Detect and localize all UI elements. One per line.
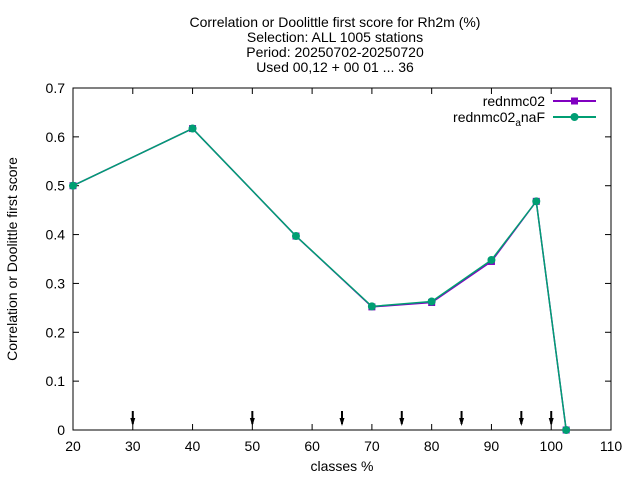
plot-frame xyxy=(72,87,612,431)
class-arrows xyxy=(130,411,554,426)
chart-title: Correlation or Doolittle first score for… xyxy=(190,14,481,75)
legend-label-series-2-sub: a xyxy=(515,118,521,129)
x-tick-label: 60 xyxy=(304,438,320,454)
class-arrow xyxy=(518,411,524,426)
title-line-4: Used 00,12 + 00 01 ... 36 xyxy=(256,59,414,75)
title-line-1: Correlation or Doolittle first score for… xyxy=(190,14,481,30)
data-point xyxy=(487,255,496,264)
class-arrow xyxy=(548,411,554,426)
data-point xyxy=(69,181,77,190)
class-arrow xyxy=(459,411,465,426)
x-axis-label: classes % xyxy=(310,458,373,474)
series-2-line xyxy=(72,127,567,431)
legend-marker-series-2 xyxy=(570,113,579,121)
series-2 xyxy=(69,124,571,434)
legend-label-series-2-base: rednmc02 xyxy=(453,109,515,125)
y-tick-label: 0 xyxy=(57,422,65,438)
legend-marker xyxy=(571,97,578,105)
x-tick-label: 20 xyxy=(65,438,81,454)
legend-label-series-2-tail: naF xyxy=(521,109,545,125)
legend-marker xyxy=(570,113,579,121)
y-tick-label: 0.6 xyxy=(46,129,66,145)
y-tick-label: 0.4 xyxy=(46,227,66,243)
class-arrow xyxy=(249,411,255,426)
data-point xyxy=(427,297,436,306)
y-axis: 0 0.1 0.2 0.3 0.4 0.5 0.6 0.7 xyxy=(46,80,611,438)
class-arrow xyxy=(399,411,405,426)
data-point xyxy=(291,232,300,241)
data-point xyxy=(562,426,571,434)
legend-marker-series-1 xyxy=(571,97,578,105)
y-tick-label: 0.2 xyxy=(46,324,66,340)
x-tick-label: 110 xyxy=(600,438,623,454)
x-tick-label: 80 xyxy=(424,438,440,454)
x-tick-label: 50 xyxy=(245,438,261,454)
y-tick-label: 0.7 xyxy=(46,80,66,96)
y-tick-label: 0.5 xyxy=(46,178,66,194)
legend: rednmc02 rednmc02anaF xyxy=(453,93,596,129)
x-tick-label: 40 xyxy=(185,438,201,454)
series-layer xyxy=(69,124,571,434)
title-line-3: Period: 20250702-20250720 xyxy=(246,44,424,60)
y-tick-label: 0.1 xyxy=(46,373,66,389)
legend-label-series-2: rednmc02anaF xyxy=(453,109,545,129)
class-arrow xyxy=(339,411,345,426)
class-arrow xyxy=(130,411,136,426)
x-tick-label: 70 xyxy=(364,438,380,454)
x-tick-label: 90 xyxy=(484,438,500,454)
y-tick-label: 0.3 xyxy=(46,275,66,291)
x-axis: 20 30 40 50 60 70 80 90 100 110 xyxy=(65,88,622,454)
title-line-2: Selection: ALL 1005 stations xyxy=(247,29,423,45)
series-1-line xyxy=(72,127,567,431)
y-axis-label: Correlation or Doolittle first score xyxy=(4,157,20,361)
data-point xyxy=(367,302,376,311)
data-point xyxy=(188,124,197,133)
data-point xyxy=(532,197,541,206)
x-tick-label: 30 xyxy=(125,438,141,454)
legend-label-series-1: rednmc02 xyxy=(483,93,545,109)
x-tick-label: 100 xyxy=(540,438,564,454)
series-1 xyxy=(69,125,570,434)
